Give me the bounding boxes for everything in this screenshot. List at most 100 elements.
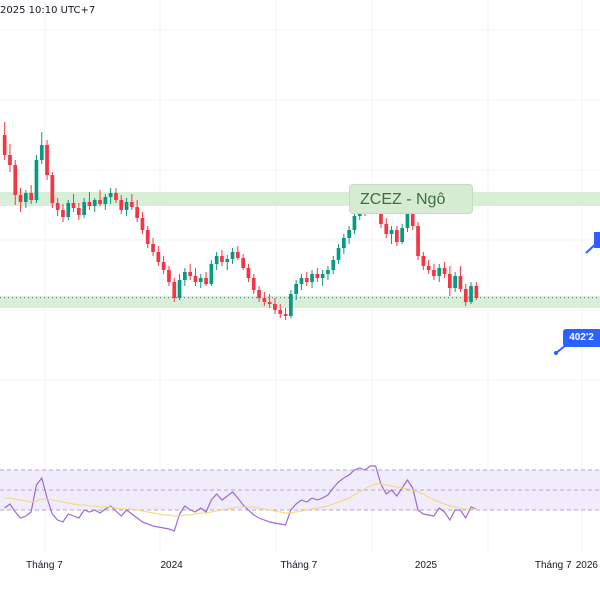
candle	[352, 212, 357, 234]
candle-body	[177, 280, 182, 298]
candle-body	[283, 314, 288, 316]
candle	[87, 192, 92, 210]
candle-body	[241, 258, 245, 268]
candle	[135, 200, 139, 222]
candle	[119, 195, 124, 214]
candle	[304, 272, 309, 286]
candle-body	[246, 268, 251, 278]
candle-body	[156, 252, 161, 262]
candle	[98, 190, 102, 206]
candle	[71, 194, 76, 212]
rsi-background	[0, 470, 600, 510]
candle	[161, 256, 166, 274]
time-axis-label: 2025	[414, 560, 438, 571]
candle	[204, 272, 208, 286]
candle	[45, 140, 49, 180]
candle-body	[267, 302, 272, 304]
candle	[225, 255, 230, 270]
candle	[156, 246, 161, 266]
candle	[331, 256, 336, 274]
candle-body	[13, 165, 18, 195]
candle	[34, 155, 39, 203]
time-axis-label: 2024	[160, 560, 183, 571]
candle	[469, 282, 473, 304]
candle	[61, 204, 65, 222]
candle-body	[294, 284, 298, 294]
candle-body	[326, 270, 330, 274]
rsi-lines	[4, 465, 477, 532]
candle	[8, 144, 12, 172]
candle-body	[77, 208, 81, 215]
candle	[463, 284, 468, 306]
rsi-line	[4, 465, 477, 532]
candle-body	[193, 276, 198, 282]
candle-body	[389, 230, 394, 234]
candle-body	[442, 268, 447, 274]
candle	[416, 222, 420, 260]
candle-body	[45, 145, 49, 175]
candle	[283, 308, 288, 320]
candle-body	[352, 216, 357, 230]
symbol-label-box[interactable]: ZCEZ - Ngô	[349, 184, 473, 214]
candle-body	[39, 145, 44, 160]
candle	[289, 290, 293, 318]
candle-body	[55, 203, 60, 210]
candle	[29, 185, 33, 204]
candle-body	[395, 230, 399, 242]
candle-body	[251, 278, 256, 290]
candle-body	[61, 210, 65, 217]
candle-body	[225, 259, 230, 262]
candle-body	[405, 208, 410, 228]
candle	[347, 226, 351, 244]
candle-body	[92, 200, 97, 206]
candle-body	[299, 278, 304, 284]
support-zone	[0, 296, 600, 308]
candle-body	[214, 256, 219, 264]
rsi-ma-line	[4, 483, 477, 517]
candle-body	[342, 238, 346, 248]
candle-body	[453, 276, 457, 288]
candle	[2, 122, 7, 160]
candle	[262, 292, 267, 306]
candle-body	[82, 202, 86, 215]
candle	[177, 274, 182, 300]
time-axis-label: Tháng 7	[26, 560, 63, 571]
candle	[251, 274, 256, 294]
candle	[220, 250, 224, 266]
candle-body	[416, 226, 420, 256]
candle	[432, 264, 436, 280]
candle-body	[230, 252, 235, 259]
candle	[24, 190, 28, 208]
candle	[267, 294, 272, 308]
candle	[124, 198, 129, 216]
candle	[458, 266, 463, 292]
candle	[395, 226, 399, 246]
candle-body	[71, 203, 76, 208]
candle-body	[8, 155, 12, 165]
candle-body	[463, 289, 468, 302]
candle	[145, 226, 150, 248]
candle-body	[172, 282, 177, 298]
candle	[209, 260, 214, 286]
candle	[214, 252, 219, 270]
candle	[140, 212, 145, 234]
candle	[384, 218, 389, 238]
candle-body	[188, 272, 192, 276]
candle	[474, 282, 479, 300]
candle-body	[50, 175, 55, 203]
candle-body	[151, 244, 155, 252]
candle-body	[161, 262, 166, 270]
candle	[299, 274, 304, 290]
candle	[103, 194, 108, 210]
candle	[437, 264, 442, 282]
candle-body	[310, 274, 314, 282]
candle	[315, 268, 320, 282]
candle	[448, 266, 452, 296]
candle-body	[124, 202, 129, 210]
candle	[167, 266, 171, 286]
candle	[77, 203, 81, 220]
candle-body	[379, 210, 383, 224]
candle	[50, 172, 55, 208]
